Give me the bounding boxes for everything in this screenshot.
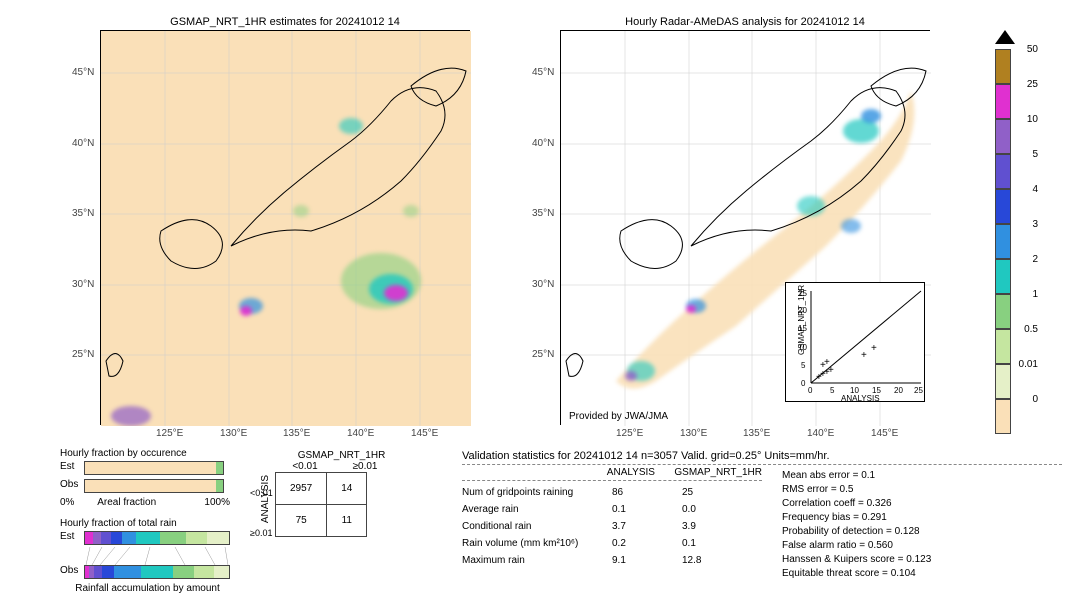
xlabel: 125°E (616, 428, 643, 439)
col-header: GSMAP_NRT_1HR (674, 467, 762, 478)
row-label: Est (60, 531, 74, 542)
xlabel: 140°E (807, 428, 834, 439)
validation-panel: Validation statistics for 20241012 14 n=… (462, 450, 1062, 579)
svg-text:5: 5 (801, 361, 806, 370)
contingency-table: 295714 7511 (275, 472, 367, 537)
svg-text:25: 25 (914, 386, 923, 395)
occurrence-panel: Hourly fraction by occurence Est Obs 0% … (60, 448, 230, 508)
occurrence-title: Hourly fraction by occurence (60, 448, 230, 459)
row-label: Obs (60, 565, 78, 576)
ylabel: 45°N (532, 67, 554, 78)
xlabel: 140°E (347, 428, 374, 439)
ylabel: 35°N (532, 208, 554, 219)
svg-text:Provided by JWA/JMA: Provided by JWA/JMA (569, 411, 668, 422)
svg-text:ANALYSIS: ANALYSIS (841, 394, 880, 403)
ylabel: 40°N (72, 138, 94, 149)
svg-text:+: + (861, 350, 867, 361)
totalrain-title: Hourly fraction of total rain (60, 518, 235, 529)
svg-text:GSMAP_NRT_1HR: GSMAP_NRT_1HR (797, 285, 806, 355)
col-header: GSMAP_NRT_1HR (288, 450, 395, 461)
row-label: Est (60, 461, 74, 472)
xlabel: 145°E (871, 428, 898, 439)
left-map (100, 30, 470, 425)
xlabel: 135°E (743, 428, 770, 439)
col-label: <0.01 (275, 461, 335, 472)
scatter-inset: 0510 152025 0510 152025 ANALYSIS GSMAP_N… (785, 282, 925, 402)
ylabel: 40°N (532, 138, 554, 149)
left-map-svg (101, 31, 471, 426)
row-label: <0.01 (250, 488, 273, 498)
ylabel: 45°N (72, 67, 94, 78)
ylabel: 30°N (532, 279, 554, 290)
right-map: Provided by JWA/JMA 0510 152025 0510 152… (560, 30, 930, 425)
axis-right: 100% (204, 497, 230, 508)
row-header: ANALYSIS (260, 475, 271, 523)
xlabel: 145°E (411, 428, 438, 439)
left-map-title: GSMAP_NRT_1HR estimates for 20241012 14 (100, 16, 470, 28)
axis-left: 0% (60, 497, 74, 508)
colorbar: 502510543210.50.010 (995, 30, 1015, 434)
row-label: ≥0.01 (250, 528, 272, 538)
svg-text:20: 20 (894, 386, 903, 395)
ylabel: 35°N (72, 208, 94, 219)
svg-text:5: 5 (830, 386, 835, 395)
caption: Areal fraction (97, 497, 156, 508)
right-map-title: Hourly Radar-AMeDAS analysis for 2024101… (560, 16, 930, 28)
svg-text:0: 0 (808, 386, 813, 395)
svg-text:+: + (871, 343, 877, 354)
svg-text:0: 0 (801, 379, 806, 388)
row-label: Obs (60, 479, 78, 490)
ylabel: 25°N (532, 349, 554, 360)
validation-title: Validation statistics for 20241012 14 n=… (462, 450, 1062, 462)
xlabel: 130°E (220, 428, 247, 439)
ylabel: 30°N (72, 279, 94, 290)
xlabel: 125°E (156, 428, 183, 439)
svg-text:+: + (820, 360, 826, 371)
xlabel: 135°E (283, 428, 310, 439)
ylabel: 25°N (72, 349, 94, 360)
col-label: ≥0.01 (335, 461, 395, 472)
contingency-panel: GSMAP_NRT_1HR ANALYSIS <0.01 ≥0.01 29571… (260, 450, 395, 537)
xlabel: 130°E (680, 428, 707, 439)
col-header: ANALYSIS (607, 467, 675, 478)
totalrain-panel: Hourly fraction of total rain Est Obs Ra… (60, 518, 235, 594)
caption: Rainfall accumulation by amount (60, 583, 235, 594)
